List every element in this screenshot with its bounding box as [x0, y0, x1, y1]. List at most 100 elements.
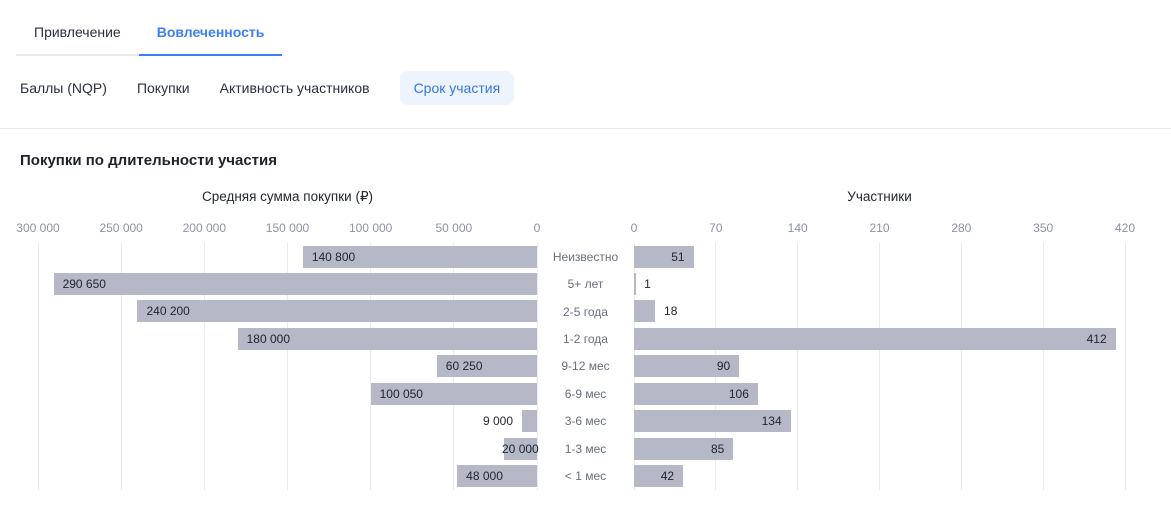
- bar-value-label: 18: [664, 304, 678, 319]
- category-label-column: Неизвестно 5+ лет 2-5 года 1-2 года 9-12 мес…: [537, 243, 634, 490]
- bar-value-label: 9 000: [483, 414, 514, 429]
- right-axis-title: Участники: [847, 189, 912, 204]
- chart-row: 60 250: [38, 353, 537, 380]
- axis-tick-label: 210: [869, 221, 890, 235]
- section-divider: [0, 128, 1171, 129]
- main-tabs: Привлечение Вовлеченность: [16, 14, 283, 56]
- chart-row: 85: [634, 435, 1125, 462]
- bar-value-label: 90: [716, 359, 731, 374]
- tab-privlechenie[interactable]: Привлечение: [16, 14, 139, 56]
- bar: [522, 410, 537, 433]
- bar-value-label: 290 650: [62, 276, 106, 291]
- bar: 51: [634, 245, 694, 268]
- axis-tick-label: 250 000: [99, 221, 143, 235]
- gridline: [1042, 243, 1044, 490]
- bar: 140 800: [302, 245, 537, 268]
- chart-row: 140 800: [38, 243, 537, 270]
- bar: 85: [634, 437, 734, 460]
- gridline: [536, 243, 538, 490]
- subtab-srok-uchastiya[interactable]: Срок участия: [399, 71, 515, 105]
- gridline: [37, 243, 39, 490]
- subtab-pokupki[interactable]: Покупки: [136, 80, 190, 96]
- bar: 48 000: [457, 465, 537, 487]
- bar: 20 000: [502, 437, 539, 460]
- bar-value-label: 42: [660, 469, 675, 483]
- chart-row: 106: [634, 380, 1125, 407]
- category-label: 3-6 мес: [564, 414, 607, 429]
- bar-value-label: 412: [1086, 331, 1107, 346]
- chart-row: 290 650: [38, 270, 537, 297]
- axis-tick-label: 50 000: [435, 221, 473, 235]
- bar: 42: [634, 465, 684, 487]
- bar-value-label: 100 050: [379, 386, 423, 401]
- axis-tick-label: 280: [951, 221, 972, 235]
- gridline: [203, 243, 205, 490]
- chart-row: 42: [634, 463, 1125, 490]
- gridline: [287, 243, 288, 490]
- chart-row: 9 000: [38, 408, 537, 435]
- chart-row: 100 050: [38, 380, 537, 407]
- chart-row: 240 200: [38, 298, 537, 325]
- bar-value-label: 134: [761, 414, 782, 429]
- bar-value-label: 1: [644, 276, 651, 291]
- axis-tick-label: 140: [787, 221, 808, 235]
- chart-row: 90: [634, 353, 1125, 380]
- right-plot-participants: 51 1 18 412 90 106 134 85 42: [633, 243, 1126, 490]
- category-label: 1-3 мес: [564, 441, 607, 456]
- bar-value-label: 48 000: [466, 469, 503, 483]
- gridline: [797, 243, 799, 490]
- chart-row: 51: [634, 243, 1125, 270]
- bar: 134: [634, 410, 791, 433]
- bar: 240 200: [137, 300, 537, 323]
- chart-row: 1: [634, 270, 1125, 297]
- bar: 60 250: [436, 355, 537, 378]
- bar-value-label: 60 250: [445, 359, 483, 374]
- right-axis-tick-row: 0 70 140 210 280 350 420: [630, 221, 1135, 237]
- axis-tick-label: 100 000: [348, 221, 393, 235]
- gridline: [879, 243, 880, 490]
- bar: 412: [634, 327, 1116, 350]
- category-label: < 1 мес: [564, 469, 607, 484]
- bar-value-label: 140 800: [311, 249, 356, 264]
- chart-row: 20 000: [38, 435, 539, 462]
- left-axis-tick-row: 300 000 250 000 200 000 150 000 100 000 50 00…: [16, 221, 540, 237]
- chart-row: 412: [634, 325, 1125, 352]
- gridline: [120, 243, 122, 490]
- left-plot-avg-purchase: 140 800 290 650 240 200 180 000 60 250 100 05…: [37, 243, 539, 490]
- axis-tick-label: 70: [709, 221, 723, 235]
- left-axis-title: Средняя сумма покупки (₽): [201, 189, 374, 204]
- axis-tick-label: 150 000: [265, 221, 310, 235]
- subtab-aktivnost-uchastnikov[interactable]: Активность участников: [219, 80, 370, 96]
- bar-value-label: 240 200: [146, 304, 190, 319]
- axis-tick-label: 420: [1114, 221, 1136, 235]
- category-label: 6-9 мес: [564, 386, 607, 401]
- category-label: 9-12 мес: [561, 359, 610, 374]
- chart-row: 48 000: [38, 463, 537, 490]
- category-label: 1-2 года: [563, 332, 608, 347]
- bar: 290 650: [53, 272, 537, 295]
- chart-row: 134: [634, 408, 1125, 435]
- bar-value-label: 180 000: [246, 331, 290, 346]
- chart-row: 18: [634, 298, 1125, 325]
- bar-value-label: 85: [711, 441, 725, 456]
- bar: 90: [634, 355, 740, 378]
- axis-tick-label: 300 000: [16, 221, 60, 235]
- chart-title: Покупки по длительности участия: [20, 152, 278, 169]
- bar-value-label: 106: [728, 386, 749, 401]
- tab-vovlechennost[interactable]: Вовлеченность: [138, 14, 283, 56]
- bar-value-label: 20 000: [502, 441, 539, 456]
- bar: [634, 300, 656, 323]
- bar-value-label: 51: [671, 249, 685, 264]
- category-label: Неизвестно: [552, 249, 619, 264]
- axis-tick-label: 0: [630, 221, 638, 235]
- axis-tick-label: 200 000: [182, 221, 227, 235]
- axis-tick-label: 0: [533, 221, 541, 235]
- bar: [634, 272, 636, 295]
- chart-row: 180 000: [38, 325, 537, 352]
- bar: 180 000: [237, 327, 537, 350]
- gridline: [1124, 243, 1126, 490]
- bar: 106: [634, 382, 758, 405]
- subtab-bally-nqp[interactable]: Баллы (NQP): [20, 80, 107, 96]
- sub-tabs: Баллы (NQP) Покупки Активность участнико…: [20, 71, 515, 105]
